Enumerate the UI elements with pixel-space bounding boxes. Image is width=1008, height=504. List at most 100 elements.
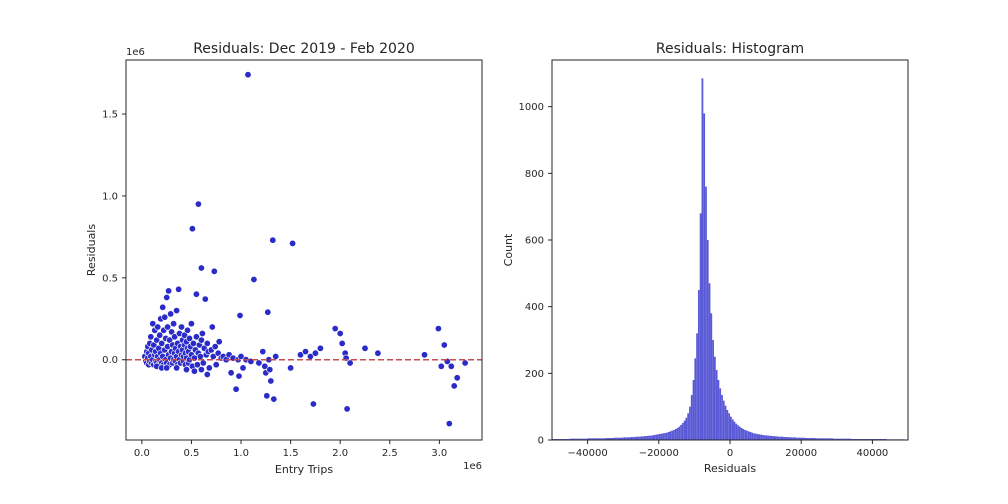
scatter-point [187,320,195,328]
histogram-bar [701,78,704,440]
scatter-point [167,310,175,318]
histogram-y-tick-label: 1000 [519,102,544,113]
histogram-bar [626,437,629,440]
scatter-point [244,71,252,79]
histogram-bar [706,240,709,440]
scatter-point [209,352,217,360]
histogram-bar [596,438,599,440]
scatter-point [175,285,183,293]
scatter-point [316,344,324,352]
histogram-bar [687,413,690,440]
histogram-bar [770,436,773,440]
scatter-point [264,308,272,316]
scatter-point [309,400,317,408]
histogram-bar [633,437,636,440]
scatter-x-tick-label: 2.0 [332,448,348,459]
histogram-bar [705,186,707,440]
histogram-bar [815,438,818,440]
histogram-bar [804,438,807,440]
scatter-point [361,344,369,352]
scatter-point [192,333,200,341]
histogram-bar [612,438,615,440]
scatter-y-label: Residuals [85,224,98,276]
scatter-point [210,267,218,275]
scatter-point [188,225,196,233]
histogram-bar [690,395,693,440]
histogram-bar [591,438,593,440]
histogram-bar [646,436,649,440]
scatter-point [301,348,309,356]
scatter-y-tick-label: 1.0 [102,191,118,202]
histogram-bar [740,428,743,440]
histogram-bar [758,434,761,440]
histogram-bar [632,437,634,440]
histogram-bar [689,406,691,440]
scatter-point [447,362,455,370]
histogram-plot-frame [551,59,909,441]
histogram-bar [582,438,585,440]
histogram-bar [811,438,814,440]
histogram-bar [783,437,786,440]
scatter-x-tick-label: 0.0 [134,448,150,459]
scatter-point [159,303,167,311]
scatter-x-offset-label: 1e6 [463,461,482,472]
histogram-bar [808,438,811,440]
scatter-x-tick-label: 1.0 [233,448,249,459]
histogram-bar [735,423,738,440]
histogram-bar [836,438,839,440]
scatter-point [374,349,382,357]
histogram-bar [753,433,755,440]
scatter-point [211,343,219,351]
scatter-point [164,323,172,331]
scatter-point [450,382,458,390]
scatter-point [289,239,297,247]
scatter-point [440,341,448,349]
scatter-point [203,370,211,378]
scatter-point [201,295,209,303]
scatter-point [227,369,235,377]
scatter-point [437,362,445,370]
scatter-point [194,200,202,208]
scatter-y-tick-label: 0.0 [102,355,118,366]
scatter-point [147,333,155,341]
scatter-point [266,366,274,374]
scatter-point [184,326,192,334]
histogram-bars [552,78,905,440]
histogram-bar [797,437,800,440]
scatter-point [154,323,162,331]
histogram-bar [760,434,763,440]
histogram-bar [651,435,654,440]
histogram-bar [776,436,779,440]
scatter-point [163,293,171,301]
histogram-bar [692,380,695,440]
histogram-bar [575,438,577,440]
scatter-point [343,405,351,413]
scatter-point [163,364,171,372]
histogram-bar [685,417,688,440]
histogram-bar [819,438,821,440]
histogram-bar [644,436,647,440]
histogram-y-tick-label: 400 [525,302,544,313]
scatter-point [272,352,280,360]
histogram-bar [589,438,592,440]
histogram-bar [840,438,843,440]
histogram-bar [600,438,602,440]
scatter-point [287,364,295,372]
histogram-bar [754,433,757,440]
histogram-bar [737,425,739,440]
histogram-bar [624,437,627,440]
histogram-bar [658,434,661,440]
scatter-point [445,420,453,428]
scatter-title: Residuals: Dec 2019 - Feb 2020 [193,41,415,57]
histogram-bar [765,435,768,440]
histogram-bar [601,438,604,440]
histogram-bar [763,435,766,440]
histogram-bar [681,423,684,440]
histogram-bar [584,438,586,440]
histogram-bar [655,434,658,440]
histogram-bar [594,438,597,440]
histogram-bar [621,437,624,440]
histogram-y-label: Count [502,233,515,266]
histogram-bar [778,436,780,440]
histogram-bar [731,419,734,440]
